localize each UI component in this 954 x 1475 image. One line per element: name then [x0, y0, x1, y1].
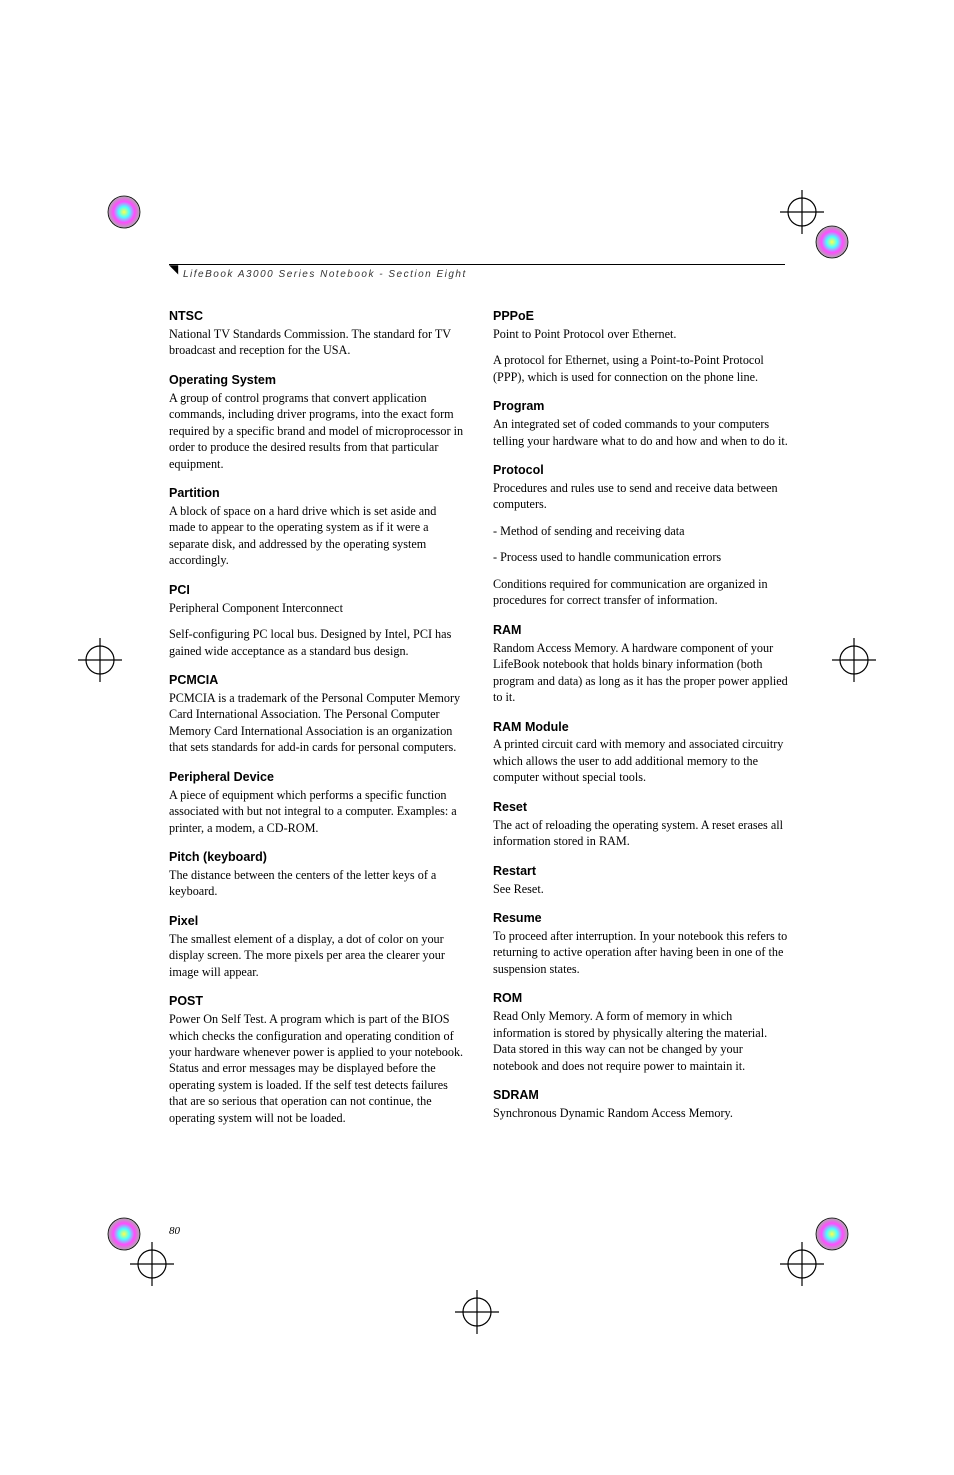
glossary-definition: An integrated set of coded commands to y…	[493, 416, 789, 449]
glossary-term: Operating System	[169, 372, 465, 389]
glossary-entry: RAMRandom Access Memory. A hardware comp…	[493, 622, 789, 706]
glossary-term: Pitch (keyboard)	[169, 849, 465, 866]
glossary-paragraph: A group of control programs that convert…	[169, 390, 465, 472]
glossary-entry: ProgramAn integrated set of coded comman…	[493, 398, 789, 449]
color-target-icon	[810, 220, 854, 264]
glossary-entry: PPPoEPoint to Point Protocol over Ethern…	[493, 308, 789, 385]
glossary-paragraph: National TV Standards Commission. The st…	[169, 326, 465, 359]
glossary-paragraph: Self-configuring PC local bus. Designed …	[169, 626, 465, 659]
glossary-term: NTSC	[169, 308, 465, 325]
registration-mark-icon	[832, 638, 876, 682]
glossary-definition: Point to Point Protocol over Ethernet. A …	[493, 326, 789, 385]
glossary-entry: NTSCNational TV Standards Commission. Th…	[169, 308, 465, 359]
glossary-definition: A block of space on a hard drive which i…	[169, 503, 465, 569]
glossary-definition: The distance between the centers of the …	[169, 867, 465, 900]
header-text: LifeBook A3000 Series Notebook - Section…	[169, 269, 785, 280]
glossary-paragraph: Read Only Memory. A form of memory in wh…	[493, 1008, 789, 1074]
page-header: ◥ LifeBook A3000 Series Notebook - Secti…	[169, 264, 785, 280]
glossary-paragraph: PCMCIA is a trademark of the Personal Co…	[169, 690, 465, 756]
glossary-term: Program	[493, 398, 789, 415]
glossary-definition: Peripheral Component Interconnect Self-co…	[169, 600, 465, 659]
glossary-entry: Operating SystemA group of control progr…	[169, 372, 465, 472]
glossary-entry: Peripheral DeviceA piece of equipment wh…	[169, 769, 465, 836]
glossary-entry: PartitionA block of space on a hard driv…	[169, 485, 465, 569]
glossary-definition: Random Access Memory. A hardware compone…	[493, 640, 789, 706]
glossary-paragraph: An integrated set of coded commands to y…	[493, 416, 789, 449]
color-target-icon	[102, 190, 146, 234]
glossary-entry: RestartSee Reset.	[493, 863, 789, 897]
glossary-entry: SDRAMSynchronous Dynamic Random Access M…	[493, 1087, 789, 1121]
glossary-term: Resume	[493, 910, 789, 927]
glossary-term: RAM	[493, 622, 789, 639]
glossary-paragraph: Synchronous Dynamic Random Access Memory…	[493, 1105, 789, 1121]
registration-mark-icon	[455, 1290, 499, 1334]
glossary-paragraph: See Reset.	[493, 881, 789, 897]
glossary-term: SDRAM	[493, 1087, 789, 1104]
glossary-definition: To proceed after interruption. In your n…	[493, 928, 789, 977]
glossary-paragraph: The smallest element of a display, a dot…	[169, 931, 465, 980]
glossary-content: NTSCNational TV Standards Commission. Th…	[169, 308, 789, 1137]
glossary-entry: PCMCIAPCMCIA is a trademark of the Perso…	[169, 672, 465, 756]
glossary-entry: RAM ModuleA printed circuit card with me…	[493, 719, 789, 786]
glossary-definition: A piece of equipment which performs a sp…	[169, 787, 465, 836]
glossary-entry: Pitch (keyboard)The distance between the…	[169, 849, 465, 900]
glossary-paragraph: - Process used to handle communication e…	[493, 549, 789, 565]
glossary-paragraph: The act of reloading the operating syste…	[493, 817, 789, 850]
glossary-paragraph: Conditions required for communication ar…	[493, 576, 789, 609]
header-rule	[169, 264, 785, 265]
glossary-paragraph: A protocol for Ethernet, using a Point-t…	[493, 352, 789, 385]
glossary-definition: A printed circuit card with memory and a…	[493, 736, 789, 785]
glossary-paragraph: A printed circuit card with memory and a…	[493, 736, 789, 785]
glossary-term: Pixel	[169, 913, 465, 930]
glossary-paragraph: Peripheral Component Interconnect	[169, 600, 465, 616]
glossary-definition: The act of reloading the operating syste…	[493, 817, 789, 850]
glossary-term: Peripheral Device	[169, 769, 465, 786]
glossary-term: PPPoE	[493, 308, 789, 325]
glossary-paragraph: Random Access Memory. A hardware compone…	[493, 640, 789, 706]
glossary-entry: POSTPower On Self Test. A program which …	[169, 993, 465, 1126]
glossary-term: PCMCIA	[169, 672, 465, 689]
glossary-paragraph: Power On Self Test. A program which is p…	[169, 1011, 465, 1126]
glossary-definition: Procedures and rules use to send and rec…	[493, 480, 789, 609]
glossary-term: Protocol	[493, 462, 789, 479]
glossary-term: Restart	[493, 863, 789, 880]
page-number: 80	[169, 1225, 180, 1237]
glossary-entry: ResumeTo proceed after interruption. In …	[493, 910, 789, 977]
glossary-term: Partition	[169, 485, 465, 502]
glossary-term: ROM	[493, 990, 789, 1007]
color-target-icon	[810, 1212, 854, 1256]
glossary-paragraph: To proceed after interruption. In your n…	[493, 928, 789, 977]
glossary-paragraph: Point to Point Protocol over Ethernet.	[493, 326, 789, 342]
glossary-paragraph: - Method of sending and receiving data	[493, 523, 789, 539]
glossary-paragraph: Procedures and rules use to send and rec…	[493, 480, 789, 513]
glossary-entry: ROMRead Only Memory. A form of memory in…	[493, 990, 789, 1074]
glossary-paragraph: A piece of equipment which performs a sp…	[169, 787, 465, 836]
glossary-paragraph: The distance between the centers of the …	[169, 867, 465, 900]
glossary-definition: PCMCIA is a trademark of the Personal Co…	[169, 690, 465, 756]
glossary-definition: Read Only Memory. A form of memory in wh…	[493, 1008, 789, 1074]
glossary-entry: PixelThe smallest element of a display, …	[169, 913, 465, 980]
registration-mark-icon	[130, 1242, 174, 1286]
glossary-definition: Power On Self Test. A program which is p…	[169, 1011, 465, 1126]
glossary-definition: See Reset.	[493, 881, 789, 897]
glossary-definition: National TV Standards Commission. The st…	[169, 326, 465, 359]
glossary-definition: Synchronous Dynamic Random Access Memory…	[493, 1105, 789, 1121]
glossary-entry: ProtocolProcedures and rules use to send…	[493, 462, 789, 609]
glossary-paragraph: A block of space on a hard drive which i…	[169, 503, 465, 569]
header-arrow-icon: ◥	[169, 262, 178, 277]
registration-mark-icon	[78, 638, 122, 682]
glossary-term: POST	[169, 993, 465, 1010]
glossary-term: RAM Module	[493, 719, 789, 736]
glossary-definition: A group of control programs that convert…	[169, 390, 465, 472]
glossary-term: Reset	[493, 799, 789, 816]
glossary-definition: The smallest element of a display, a dot…	[169, 931, 465, 980]
glossary-term: PCI	[169, 582, 465, 599]
glossary-entry: ResetThe act of reloading the operating …	[493, 799, 789, 850]
glossary-entry: PCIPeripheral Component Interconnect Self…	[169, 582, 465, 659]
